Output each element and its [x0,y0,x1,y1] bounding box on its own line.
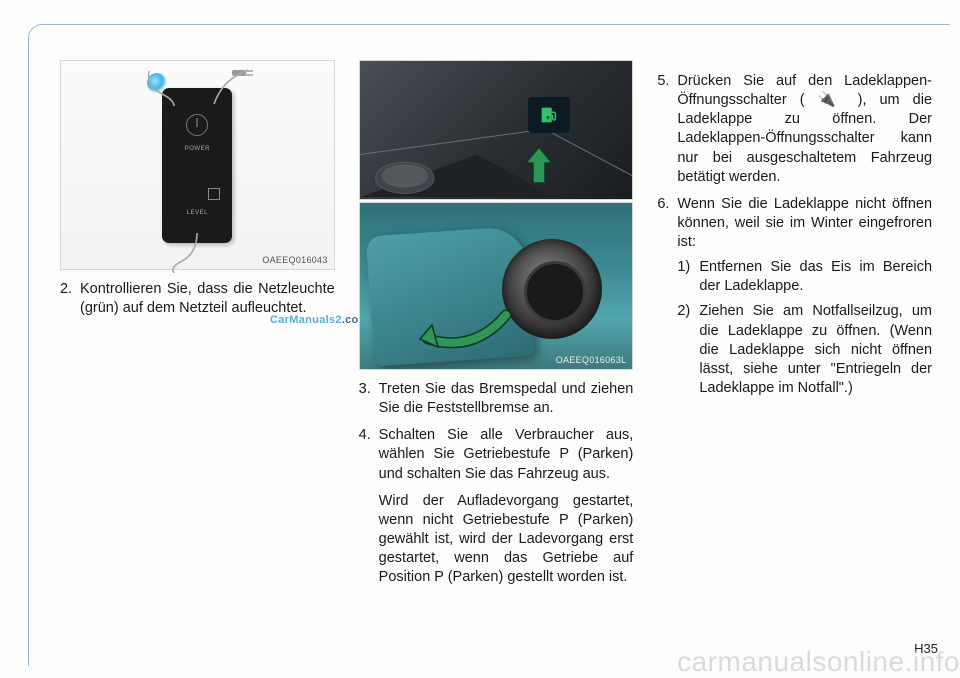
item-number: 3. [359,380,379,418]
figure-dashboard [359,60,634,200]
item-text: Schalten Sie alle Verbraucher aus, wähle… [379,426,634,587]
list-item-4: 4. Schalten Sie alle Verbraucher aus, wä… [359,426,634,587]
list-item-6: 6. Wenn Sie die Ladeklappe nicht öffnen … [657,195,932,398]
list-item-2: 2. Kontrollieren Sie, dass die Netzleuch… [60,280,335,318]
item-number: 5. [657,72,677,187]
charger-label-level: LEVEL [162,210,232,216]
item-text: Wenn Sie die Ladeklappe nicht öffnen kön… [677,195,932,398]
content-area: POWER LEVEL OAEEQ016043 2. Kontrollieren… [60,60,932,626]
item-number: 2. [60,280,80,318]
column-2: OAEEQ016063L 3. Treten Sie das Bremspeda… [359,60,634,626]
sublist-item-1: 1) Entfernen Sie das Eis im Bereich der … [677,258,932,296]
column-1: POWER LEVEL OAEEQ016043 2. Kontrollieren… [60,60,335,626]
item-number: 6. [657,195,677,398]
sub-text: Entfernen Sie das Eis im Bereich der Lad… [699,258,932,296]
arrow-up-icon [522,145,556,185]
column-3: 5. Drücken Sie auf den Ladeklappen-Öffnu… [657,60,932,626]
figure-charger: POWER LEVEL OAEEQ016043 [60,60,335,270]
figure-charge-port: OAEEQ016063L [359,202,634,370]
list-item-5: 5. Drücken Sie auf den Ladeklappen-Öffnu… [657,72,932,187]
dash-lines [360,61,633,197]
item4-para1: Schalten Sie alle Verbraucher aus, wähle… [379,426,634,483]
charger-label-power: POWER [162,146,232,152]
item-text: Drücken Sie auf den Ladeklappen-Öffnungs… [677,72,932,187]
figure-caption-2: OAEEQ016063L [556,355,627,365]
cable-bottom [172,233,232,273]
footer-watermark: carmanualsonline.info [677,646,960,678]
figure-caption-1: OAEEQ016043 [262,255,327,265]
power-icon [186,114,208,136]
item4-para2: Wird der Aufladevorgang gestartet, wenn … [379,492,634,588]
item6-intro: Wenn Sie die Ladeklappe nicht öffnen kön… [677,195,932,252]
item-text: Treten Sie das Bremspedal und ziehen Sie… [379,380,634,418]
charge-port-ring [502,239,602,339]
arrow-curve-icon [414,305,514,355]
sub-number: 1) [677,258,699,296]
list-item-3: 3. Treten Sie das Bremspedal und ziehen … [359,380,634,418]
sublist-item-2: 2) Ziehen Sie am Notfallseilzug, um die … [677,302,932,398]
sub-text: Ziehen Sie am Notfallseilzug, um die Lad… [699,302,932,398]
cable-top-right [212,64,254,106]
item-text: Kontrollieren Sie, dass die Netzleuchte … [80,280,335,318]
sub-number: 2) [677,302,699,398]
ev-charge-button [528,97,570,133]
charger-level-box [208,188,220,200]
cable-top-left [144,66,184,106]
item-number: 4. [359,426,379,587]
charger-device: POWER LEVEL [162,88,232,243]
ev-pump-icon [538,104,560,126]
